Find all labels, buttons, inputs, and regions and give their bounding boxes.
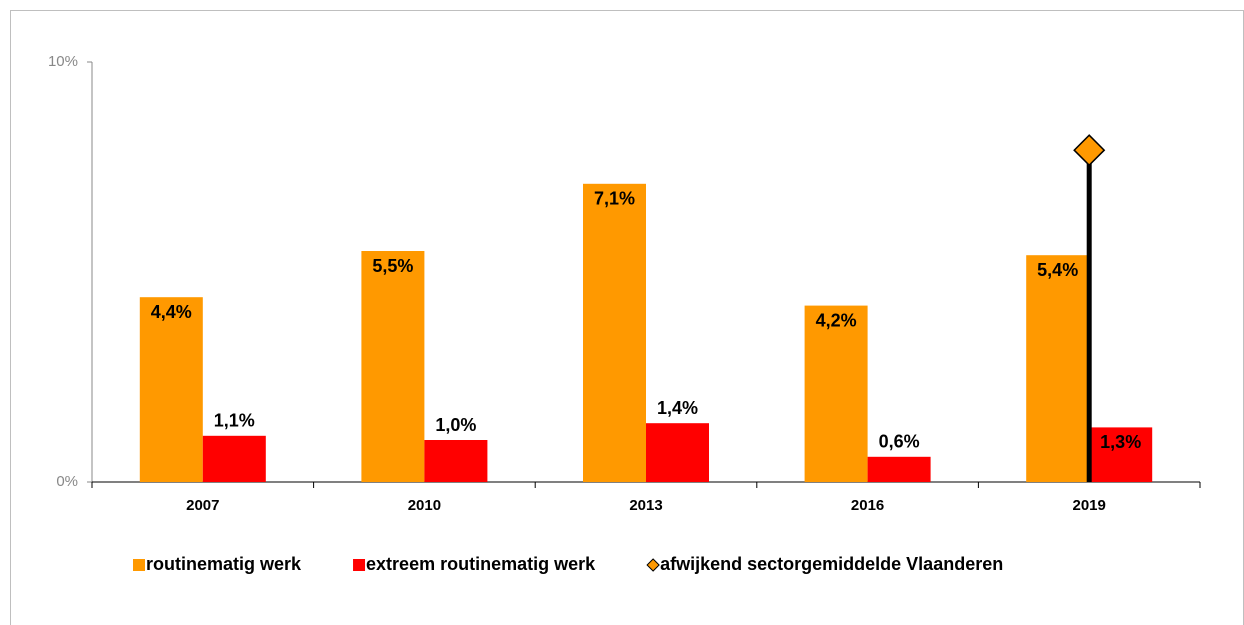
x-tick-label: 2019	[1073, 497, 1106, 514]
bar	[424, 440, 488, 482]
x-tick-label: 2016	[851, 497, 884, 514]
bar	[804, 305, 868, 482]
data-label: 1,4%	[657, 398, 698, 418]
data-label: 4,4%	[151, 302, 192, 322]
legend-label: afwijkend sectorgemiddelde Vlaanderen	[660, 554, 1003, 574]
data-label: 1,1%	[214, 411, 255, 431]
data-label: 7,1%	[594, 189, 635, 209]
legend-marker	[646, 558, 660, 572]
y-tick-label: 0%	[56, 473, 78, 490]
diamond-marker	[1073, 134, 1106, 167]
bar	[1026, 255, 1090, 482]
legend-label: extreem routinematig werk	[366, 554, 596, 574]
x-tick-label: 2007	[186, 497, 219, 514]
legend-swatch	[133, 559, 145, 571]
data-label: 5,5%	[372, 256, 413, 276]
data-label: 1,0%	[435, 415, 476, 435]
data-label: 5,4%	[1037, 260, 1078, 280]
bar	[1089, 427, 1153, 482]
x-tick-label: 2010	[408, 497, 441, 514]
legend-swatch	[353, 559, 366, 571]
bar	[646, 423, 709, 482]
bar	[202, 435, 266, 482]
data-label: 1,3%	[1100, 432, 1141, 452]
bar	[867, 456, 931, 482]
bar	[139, 297, 203, 482]
data-label: 4,2%	[816, 310, 857, 330]
legend-label: routinematig werk	[146, 554, 302, 574]
bar	[583, 183, 646, 483]
y-tick-label: 10%	[48, 53, 78, 70]
data-label: 0,6%	[879, 432, 920, 452]
bar	[361, 251, 425, 482]
x-tick-label: 2013	[629, 497, 662, 514]
